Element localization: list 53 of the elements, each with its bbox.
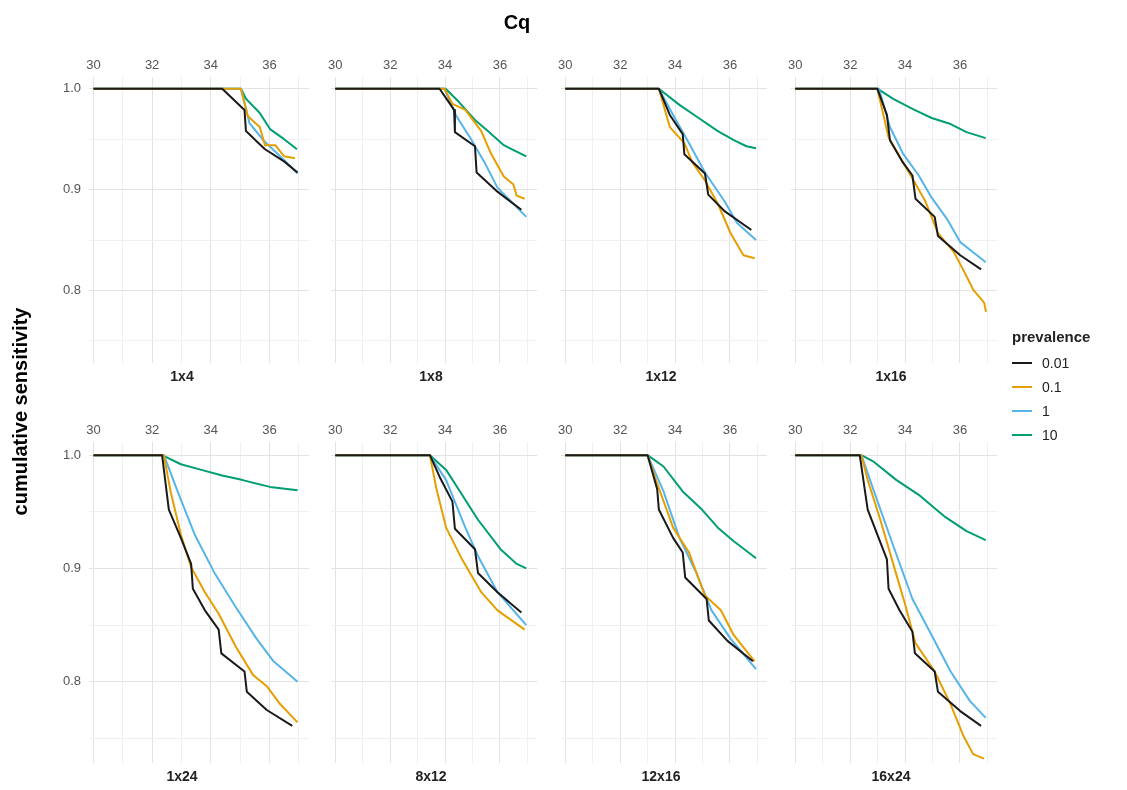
y-tick-label: 0.8 — [62, 673, 82, 689]
x-tick-label: 34 — [667, 57, 683, 73]
x-tick-label: 32 — [144, 57, 160, 73]
x-tick-label: 34 — [203, 57, 218, 73]
text: 1x12 — [645, 368, 677, 385]
text: 8x12 — [415, 768, 447, 785]
x-tick-label: 36 — [722, 422, 738, 438]
text: 12x16 — [641, 768, 681, 785]
x-tick-label: 30 — [558, 57, 573, 73]
y-axis-title: cumulative sensitivity — [8, 306, 32, 518]
x-tick-label: 32 — [612, 422, 628, 438]
x-tick-label: 34 — [437, 57, 453, 73]
x-axis-title: Cq — [502, 11, 532, 34]
x-tick-label: 32 — [842, 422, 858, 438]
x-tick-label: 30 — [328, 57, 343, 73]
legend-label: 1 — [1042, 403, 1050, 419]
x-tick-label: 32 — [144, 422, 160, 438]
x-tick-label: 32 — [612, 57, 628, 73]
x-tick-label: 34 — [897, 422, 913, 438]
x-tick-label: 32 — [842, 57, 858, 73]
legend-title: prevalence — [1012, 328, 1091, 345]
text: 16x24 — [871, 768, 911, 785]
text: 1x16 — [875, 368, 907, 385]
x-tick-label: 30 — [86, 422, 101, 438]
x-tick-label: 32 — [382, 57, 398, 73]
x-tick-label: 36 — [262, 57, 277, 73]
x-tick-label: 34 — [203, 422, 218, 438]
x-tick-label: 36 — [492, 422, 508, 438]
y-tick-label: 0.8 — [62, 282, 82, 298]
y-tick-label: 0.9 — [62, 181, 82, 197]
x-tick-label: 30 — [788, 422, 803, 438]
x-tick-label: 36 — [952, 422, 968, 438]
x-tick-label: 36 — [492, 57, 508, 73]
text: 1x24 — [166, 768, 198, 785]
x-tick-label: 30 — [86, 57, 101, 73]
x-tick-label: 30 — [788, 57, 803, 73]
x-tick-label: 30 — [558, 422, 573, 438]
y-tick-label: 1.0 — [62, 446, 82, 462]
y-tick-label: 0.9 — [62, 560, 82, 576]
x-tick-label: 34 — [667, 422, 683, 438]
x-tick-label: 36 — [262, 422, 277, 438]
x-tick-label: 30 — [328, 422, 343, 438]
legend-label: 10 — [1042, 427, 1058, 443]
x-tick-label: 36 — [952, 57, 968, 73]
legend-label: 0.01 — [1042, 355, 1070, 371]
x-tick-label: 36 — [722, 57, 738, 73]
text: 1x4 — [170, 368, 194, 385]
x-tick-label: 32 — [382, 422, 398, 438]
x-tick-label: 34 — [897, 57, 913, 73]
legend-label: 0.1 — [1042, 379, 1062, 395]
text: 1x8 — [419, 368, 443, 385]
x-tick-label: 34 — [437, 422, 453, 438]
y-tick-label: 1.0 — [62, 80, 82, 96]
